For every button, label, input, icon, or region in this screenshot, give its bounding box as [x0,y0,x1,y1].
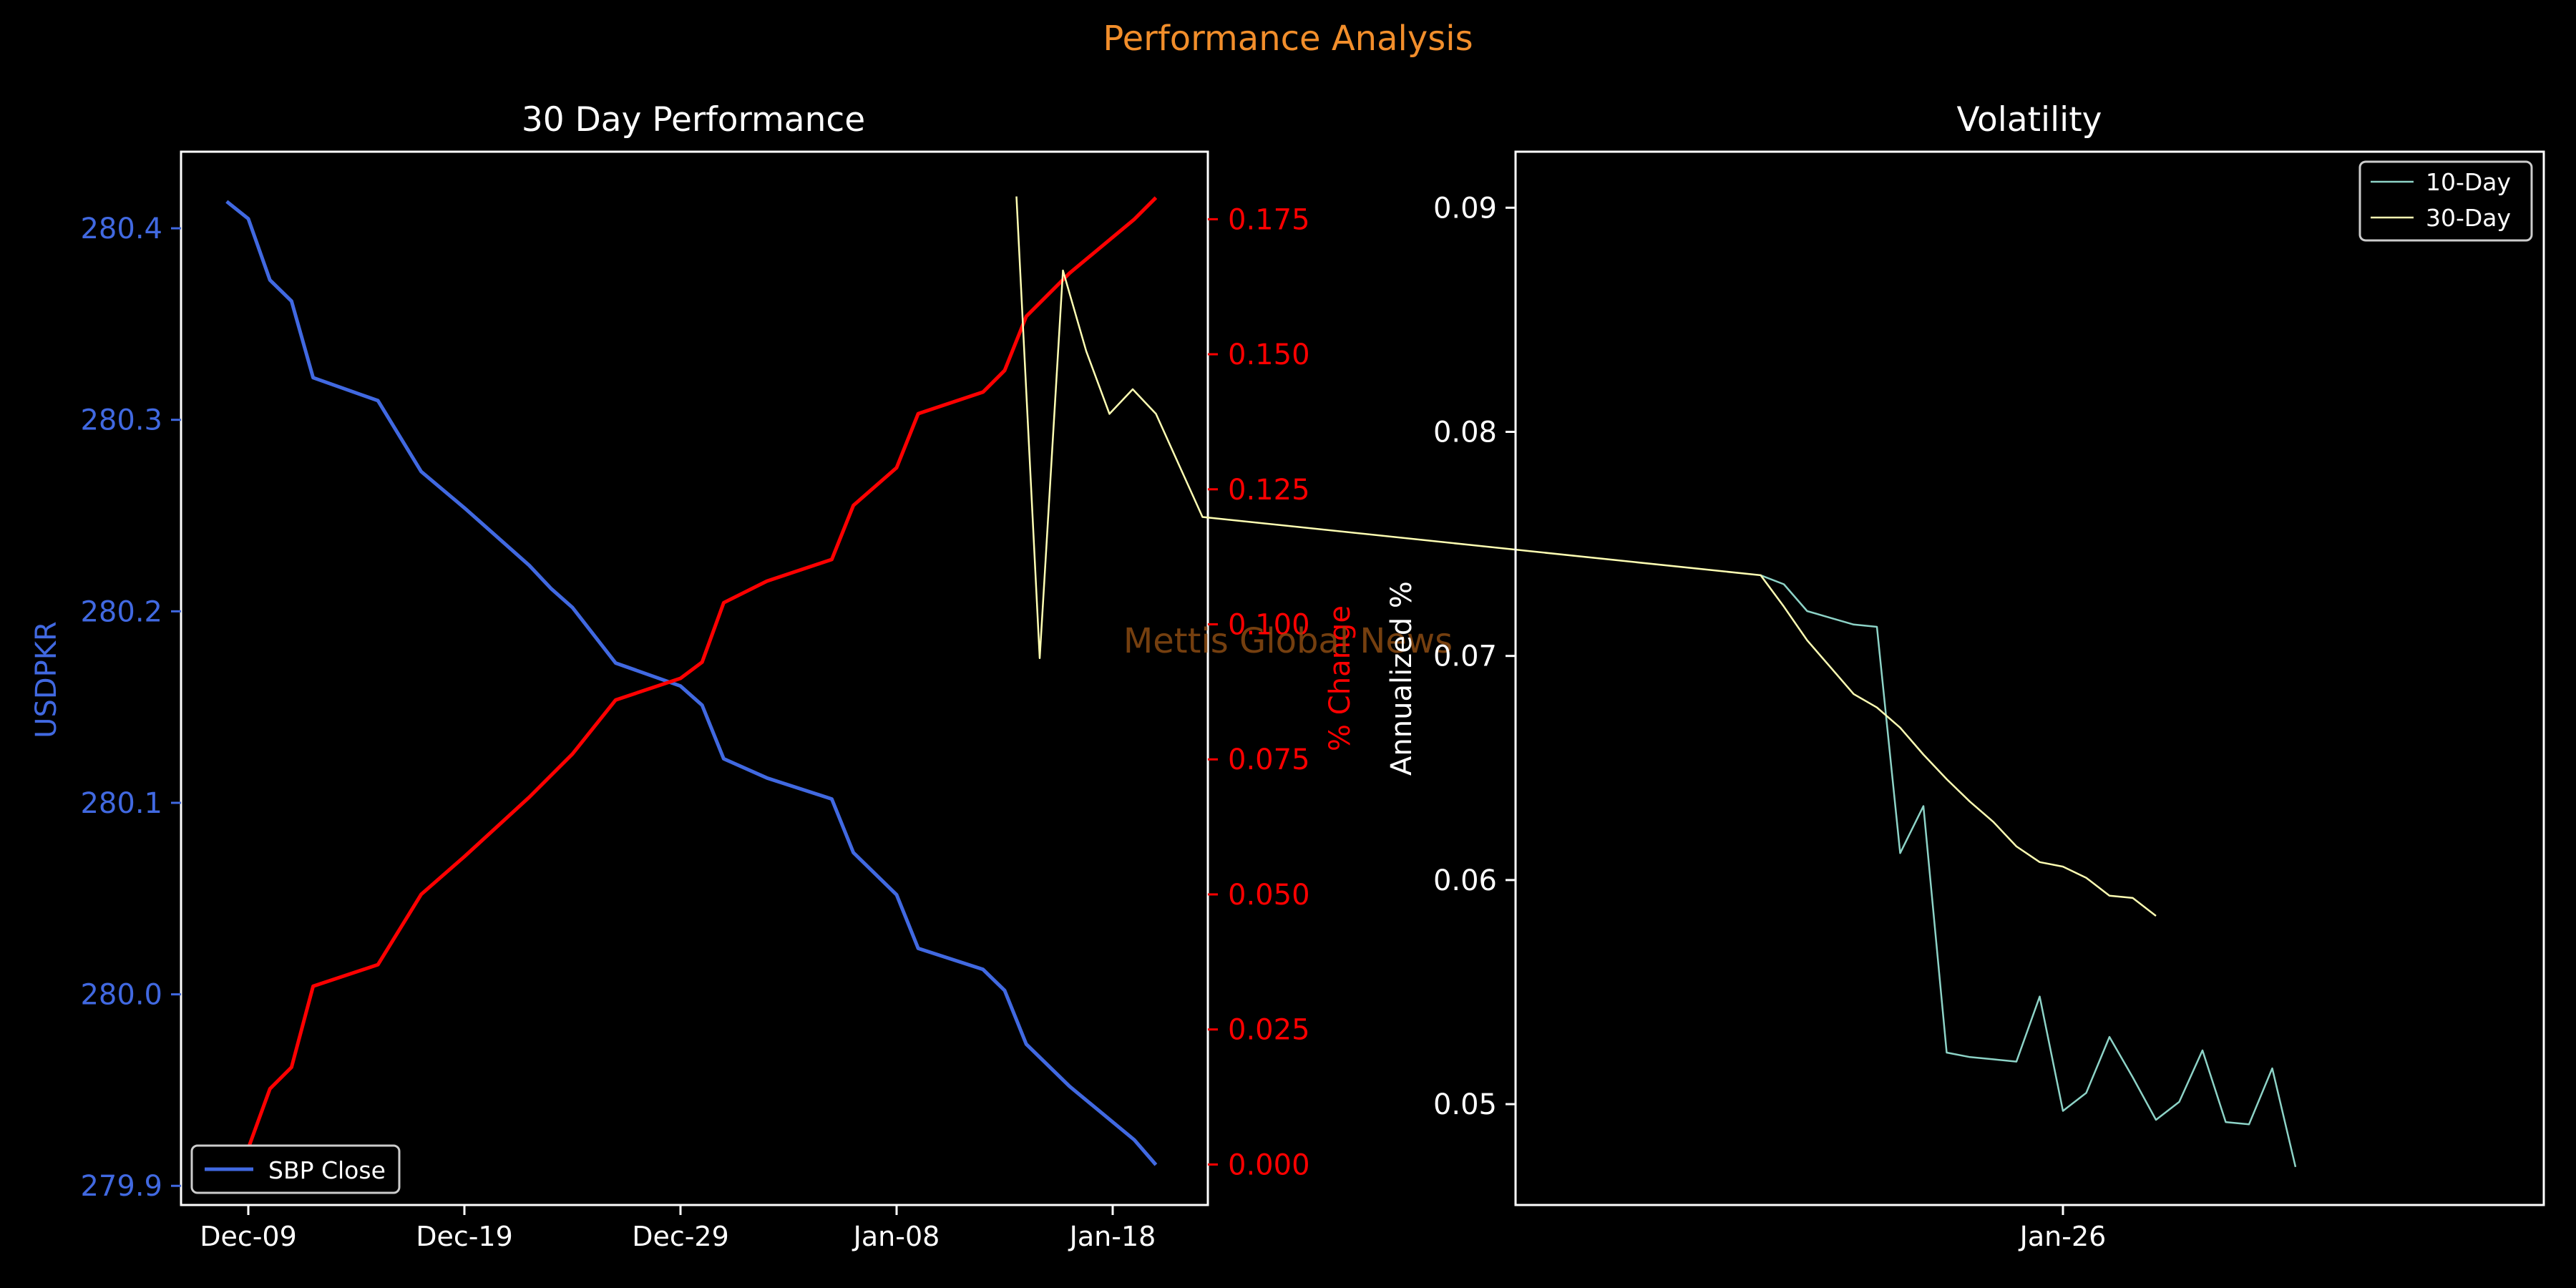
legend-label-sbp-close: SBP Close [268,1156,386,1184]
performance-legend-box [190,1144,401,1194]
figure-suptitle: Performance Analysis [1103,19,1473,59]
volatility-chart-title: Volatility [1957,100,2102,140]
volatility-legend: 10-Day 30-Day [2358,160,2533,242]
x-tick-label: Jan-18 [1068,1221,1156,1252]
left-y-tick-label: 280.3 [80,404,162,437]
right-y-tick-label: 0.175 [1228,203,1310,236]
performance-chart-title: 30 Day Performance [522,100,865,140]
x-tick-label: Dec-19 [416,1221,513,1252]
right-y-tick-label: 0.150 [1228,338,1310,371]
volatility-y-axis-label: Annualized % [1385,581,1418,776]
volatility-panel: Volatility Jan-26 0.05 0.06 0.07 0.08 0.09 An… [1015,100,2545,1252]
x-tick-label: Dec-29 [632,1221,729,1252]
volatility-series-layer [1015,196,2297,1168]
right-y-tick-label: 0.000 [1228,1148,1310,1181]
performance-series-layer [225,196,1158,1166]
left-y-tick-label: 280.0 [80,979,162,1012]
series-line-sbp-close [225,200,1158,1166]
x-tick-label: Jan-26 [2019,1221,2107,1252]
series-line-30-day [1015,196,2157,917]
right-y-tick-label: 0.075 [1228,743,1310,776]
x-tick-label: Jan-08 [852,1221,940,1252]
x-tick-label: Dec-09 [200,1221,297,1252]
left-y-tick-label: 279.9 [80,1170,162,1203]
left-y-tick-label: 280.2 [80,595,162,628]
y-tick-label: 0.08 [1433,416,1497,449]
volatility-axes: Jan-26 0.05 0.06 0.07 0.08 0.09 [1433,192,2106,1252]
performance-plot-frame [180,150,1209,1206]
left-y-tick-label: 280.4 [80,213,162,245]
legend-label-10-day: 10-Day [2426,168,2511,196]
y-tick-label: 0.09 [1433,192,1497,225]
right-y-tick-label: 0.100 [1228,609,1310,642]
volatility-plot-frame [1514,150,2545,1206]
performance-right-axis-label: % Change [1324,605,1357,751]
performance-axes: Dec-09 Dec-19 Dec-29 Jan-08 Jan-18 279.9 280.0… [80,203,1309,1252]
performance-y-axis-label: USDPKR [30,621,63,738]
right-y-tick-label: 0.050 [1228,879,1310,912]
legend-label-30-day: 30-Day [2426,204,2511,232]
series-line-10-day [1760,574,2297,1168]
y-tick-label: 0.06 [1433,864,1497,897]
right-y-tick-label: 0.025 [1228,1014,1310,1047]
watermark-text: Mettis Global News [1123,621,1453,661]
y-tick-label: 0.05 [1433,1088,1497,1121]
left-y-tick-label: 280.1 [80,787,162,820]
series-line-change [225,196,1158,1166]
right-y-tick-label: 0.125 [1228,474,1310,507]
y-tick-label: 0.07 [1433,640,1497,673]
performance-panel: 30 Day Performance Dec-09 Dec-19 Dec-29 Jan… [30,100,1357,1252]
performance-legend: SBP Close [190,1144,401,1194]
